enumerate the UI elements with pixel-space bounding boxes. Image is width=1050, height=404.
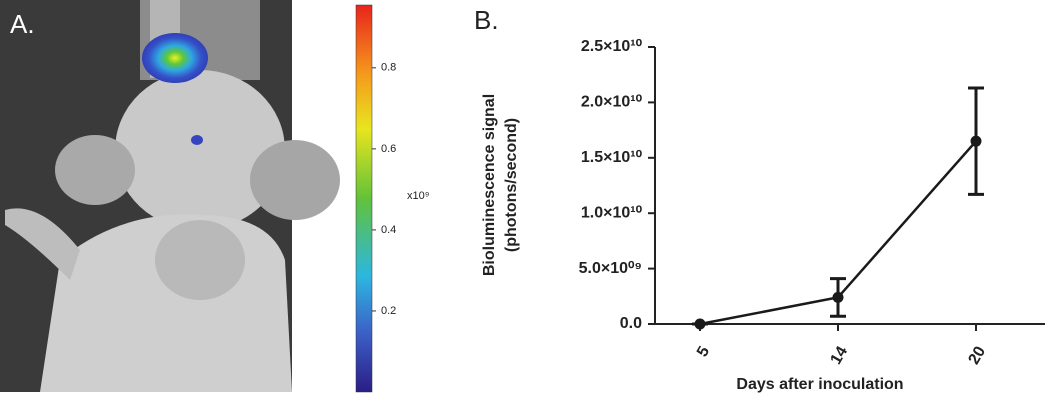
x-tick-label: 14	[827, 344, 851, 368]
data-point	[832, 291, 844, 303]
panel-label: A.	[10, 9, 35, 39]
colorbar-unit: x10⁹	[407, 190, 429, 202]
y-tick-label: 5.0×10⁰⁹	[579, 260, 642, 277]
y-tick-label: 0.0	[620, 315, 642, 332]
y-axis-title: (photons/second)	[503, 118, 520, 252]
x-tick-label: 5	[694, 344, 713, 360]
y-tick-label: 2.5×10¹⁰	[581, 38, 643, 55]
data-point	[694, 318, 706, 330]
x-axis-title: Days after inoculation	[736, 376, 903, 393]
panel-label: B.	[474, 5, 499, 35]
colorbar-axis: 0.2 0.4 0.6 0.8	[372, 62, 396, 317]
colorbar-tick-label: 0.2	[381, 305, 396, 317]
y-axis-title: Bioluminescence signal	[481, 94, 498, 276]
colorbar-tick-label: 0.6	[381, 143, 396, 155]
x-tick-label: 20	[965, 344, 989, 368]
y-tick-label: 1.5×10¹⁰	[581, 149, 643, 166]
colorbar	[355, 4, 373, 393]
mouse-photo	[0, 0, 340, 392]
colorbar-tick-label: 0.4	[381, 224, 396, 236]
colorbar-tick-label: 0.8	[381, 62, 396, 74]
data-point	[970, 135, 982, 147]
y-tick-label: 1.0×10¹⁰	[581, 204, 643, 221]
y-tick-label: 2.0×10¹⁰	[581, 94, 643, 111]
